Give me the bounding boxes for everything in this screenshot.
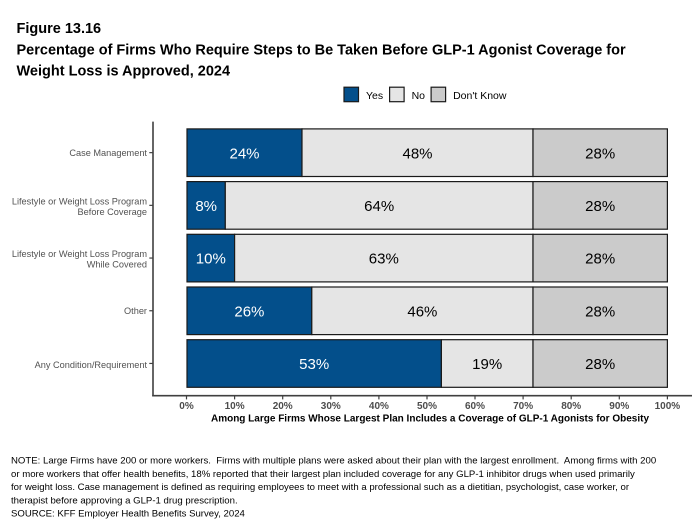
svg-text:While Covered: While Covered — [87, 260, 147, 270]
svg-text:53%: 53% — [299, 356, 329, 373]
svg-text:64%: 64% — [364, 198, 394, 215]
svg-text:80%: 80% — [561, 401, 581, 412]
svg-text:No: No — [412, 90, 426, 102]
svg-text:Before Coverage: Before Coverage — [78, 207, 147, 217]
svg-text:28%: 28% — [585, 251, 615, 268]
svg-text:70%: 70% — [513, 401, 533, 412]
svg-text:Any Condition/Requirement: Any Condition/Requirement — [35, 360, 148, 370]
svg-text:Yes: Yes — [366, 90, 383, 102]
svg-text:or more workers that offer hea: or more workers that offer health benefi… — [11, 469, 635, 480]
svg-text:Percentage of Firms Who Requir: Percentage of Firms Who Require Steps to… — [17, 43, 626, 59]
svg-text:therapist before approving a G: therapist before approving a GLP-1 drug … — [11, 495, 238, 506]
svg-text:Don't Know: Don't Know — [453, 90, 507, 102]
svg-text:26%: 26% — [234, 303, 264, 320]
svg-text:19%: 19% — [472, 356, 502, 373]
svg-text:30%: 30% — [321, 401, 341, 412]
svg-text:46%: 46% — [407, 303, 437, 320]
svg-text:60%: 60% — [465, 401, 485, 412]
svg-text:90%: 90% — [609, 401, 629, 412]
svg-text:NOTE: Large Firms have 200 or: NOTE: Large Firms have 200 or more worke… — [11, 456, 656, 467]
svg-text:48%: 48% — [402, 145, 432, 162]
svg-text:Other: Other — [124, 306, 147, 316]
svg-text:40%: 40% — [369, 401, 389, 412]
svg-text:for weight loss. Case manageme: for weight loss. Case management is defi… — [11, 482, 630, 493]
svg-text:20%: 20% — [273, 401, 293, 412]
svg-text:Case Management: Case Management — [69, 148, 147, 158]
svg-text:28%: 28% — [585, 198, 615, 215]
svg-text:28%: 28% — [585, 145, 615, 162]
svg-text:100%: 100% — [655, 401, 681, 412]
svg-text:Among Large Firms Whose Larges: Among Large Firms Whose Largest Plan Inc… — [211, 414, 649, 425]
svg-text:28%: 28% — [585, 303, 615, 320]
svg-text:24%: 24% — [229, 145, 259, 162]
svg-text:8%: 8% — [195, 198, 217, 215]
svg-text:10%: 10% — [225, 401, 245, 412]
svg-text:Lifestyle or Weight Loss Progr: Lifestyle or Weight Loss Program — [12, 197, 147, 207]
svg-text:0%: 0% — [179, 401, 194, 412]
svg-text:Weight Loss is Approved, 2024: Weight Loss is Approved, 2024 — [17, 63, 231, 79]
svg-text:Lifestyle or Weight Loss Progr: Lifestyle or Weight Loss Program — [12, 249, 147, 259]
svg-text:63%: 63% — [369, 251, 399, 268]
svg-text:SOURCE: KFF Employer Health Be: SOURCE: KFF Employer Health Benefits Sur… — [11, 509, 246, 520]
svg-text:50%: 50% — [417, 401, 437, 412]
svg-text:28%: 28% — [585, 356, 615, 373]
svg-text:10%: 10% — [196, 251, 226, 268]
svg-text:Figure 13.16: Figure 13.16 — [17, 21, 102, 37]
